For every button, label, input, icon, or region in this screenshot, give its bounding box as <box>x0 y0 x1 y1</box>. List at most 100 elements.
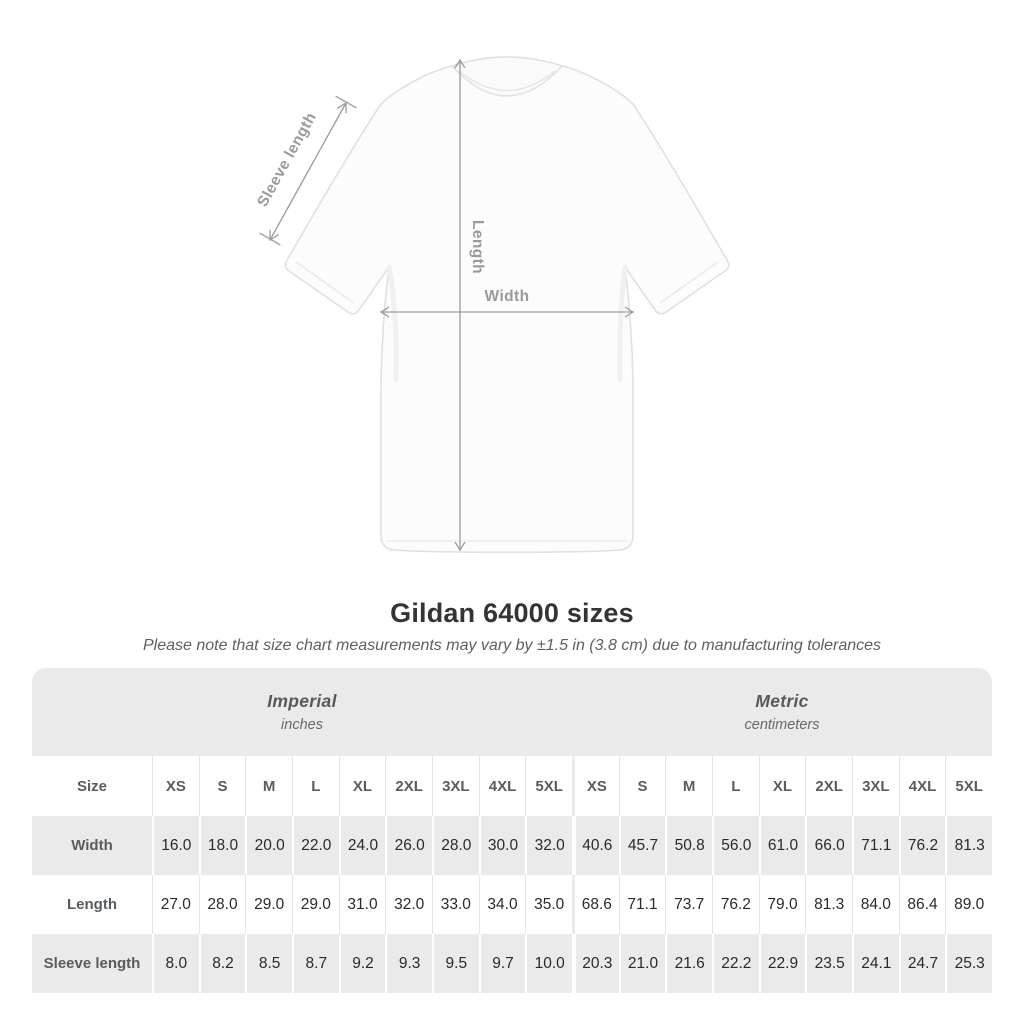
size-header-imp-xl: XL <box>338 756 386 816</box>
size-header-met-l: L <box>712 756 759 816</box>
length-imp-cell: 28.0 <box>198 875 246 934</box>
length-met-cell: 79.0 <box>758 875 806 934</box>
sleeve-met-cell: 21.0 <box>618 934 666 993</box>
size-header-imp-2xl: 2XL <box>385 756 432 816</box>
sleeve-met-cell: 25.3 <box>945 934 992 993</box>
title-block: Gildan 64000 sizes Please note that size… <box>0 598 1024 655</box>
sleeve-met-cell: 24.7 <box>898 934 946 993</box>
width-met-cell: 56.0 <box>712 816 759 875</box>
tolerance-note: Please note that size chart measurements… <box>142 637 882 654</box>
sleeve-imp-cell: 8.7 <box>292 934 339 993</box>
length-imp-cell: 34.0 <box>478 875 526 934</box>
right-cuff-seam <box>659 261 719 304</box>
width-met-cell: 50.8 <box>665 816 712 875</box>
sleeve-imp-cell: 8.5 <box>245 934 292 993</box>
width-imp-cell: 32.0 <box>525 816 572 875</box>
length-met-cell: 71.1 <box>618 875 666 934</box>
length-label: Length <box>469 220 486 274</box>
length-dimension-arrow <box>454 58 466 552</box>
length-met-cell: 76.2 <box>712 875 759 934</box>
width-imp-cell: 26.0 <box>385 816 432 875</box>
length-imp-cell: 29.0 <box>292 875 339 934</box>
width-imp-cell: 24.0 <box>338 816 386 875</box>
size-header-imp-m: M <box>245 756 292 816</box>
metric-label: Metric <box>755 691 809 711</box>
tshirt-measurement-diagram: Sleeve length Length Width <box>254 56 730 554</box>
collar-band <box>450 56 564 97</box>
size-header-imp-l: L <box>292 756 339 816</box>
measurement-annotations <box>259 58 635 552</box>
sleeve-imp-cell: 9.7 <box>478 934 526 993</box>
size-header-met-2xl: 2XL <box>805 756 852 816</box>
width-imp-cell: 28.0 <box>432 816 479 875</box>
metric-unit: centimeters <box>744 717 820 733</box>
length-imp-cell: 33.0 <box>432 875 479 934</box>
sleeve-imp-cell: 9.2 <box>338 934 386 993</box>
width-row: Width 16.0 18.0 20.0 22.0 24.0 26.0 28.0… <box>32 816 992 875</box>
width-met-cell: 81.3 <box>945 816 992 875</box>
sleeve-met-cell: 21.6 <box>665 934 712 993</box>
size-header-met-s: S <box>618 756 666 816</box>
width-imp-cell: 22.0 <box>292 816 339 875</box>
width-met-cell: 66.0 <box>805 816 852 875</box>
size-header-imp-3xl: 3XL <box>432 756 479 816</box>
width-met-cell: 76.2 <box>898 816 946 875</box>
tshirt-illustration <box>284 56 730 554</box>
length-met-cell: 84.0 <box>852 875 899 934</box>
size-header-row: Size XS S M L XL 2XL 3XL 4XL 5XL XS S M … <box>32 756 992 816</box>
sleeve-length-row: Sleeve length 8.0 8.2 8.5 8.7 9.2 9.3 9.… <box>32 934 992 993</box>
sleeve-length-label: Sleeve length <box>254 110 320 210</box>
imperial-header: Imperial inches <box>32 668 572 756</box>
sleeve-met-cell: 22.2 <box>712 934 759 993</box>
width-imp-cell: 18.0 <box>198 816 246 875</box>
size-header-met-m: M <box>665 756 712 816</box>
sleeve-met-cell: 24.1 <box>852 934 899 993</box>
sleeve-dimension-arrow <box>259 95 357 246</box>
width-imp-cell: 16.0 <box>152 816 199 875</box>
sleeve-met-cell: 20.3 <box>572 934 619 993</box>
unit-header-band: Imperial inches Metric centimeters <box>32 668 992 756</box>
length-imp-cell: 31.0 <box>338 875 386 934</box>
sleeve-imp-cell: 9.5 <box>432 934 479 993</box>
length-row-label: Length <box>67 896 117 913</box>
imperial-unit: inches <box>281 717 323 733</box>
length-met-cell: 81.3 <box>805 875 852 934</box>
size-header-met-xs: XS <box>572 756 619 816</box>
width-dimension-arrow <box>379 306 635 318</box>
length-row: Length 27.0 28.0 29.0 29.0 31.0 32.0 33.… <box>32 875 992 934</box>
width-row-label: Width <box>71 837 113 854</box>
sleeve-imp-cell: 9.3 <box>385 934 432 993</box>
width-met-cell: 71.1 <box>852 816 899 875</box>
imperial-label: Imperial <box>267 691 337 711</box>
length-imp-cell: 27.0 <box>152 875 199 934</box>
length-imp-cell: 32.0 <box>385 875 432 934</box>
metric-header: Metric centimeters <box>572 668 992 756</box>
size-header-imp-4xl: 4XL <box>478 756 526 816</box>
size-header-met-xl: XL <box>758 756 806 816</box>
sleeve-met-cell: 23.5 <box>805 934 852 993</box>
width-met-cell: 45.7 <box>618 816 666 875</box>
sleeve-imp-cell: 8.2 <box>198 934 246 993</box>
sleeve-imp-cell: 10.0 <box>525 934 572 993</box>
sleeve-row-label: Sleeve length <box>43 955 141 972</box>
width-imp-cell: 20.0 <box>245 816 292 875</box>
collar-inner-seam <box>458 70 556 91</box>
size-header-met-3xl: 3XL <box>852 756 899 816</box>
left-shade <box>386 264 399 383</box>
width-imp-cell: 30.0 <box>478 816 526 875</box>
length-imp-cell: 29.0 <box>245 875 292 934</box>
sleeve-imp-cell: 8.0 <box>152 934 199 993</box>
width-met-cell: 40.6 <box>572 816 619 875</box>
size-header-met-4xl: 4XL <box>898 756 946 816</box>
size-header-met-5xl: 5XL <box>945 756 992 816</box>
size-table: Imperial inches Metric centimeters Size … <box>32 668 992 993</box>
width-met-cell: 61.0 <box>758 816 806 875</box>
length-imp-cell: 35.0 <box>525 875 572 934</box>
length-met-cell: 73.7 <box>665 875 712 934</box>
page-title: Gildan 64000 sizes <box>390 598 634 628</box>
size-header-imp-5xl: 5XL <box>525 756 572 816</box>
size-column-header: Size <box>76 777 107 795</box>
left-cuff-seam <box>295 261 355 304</box>
right-shade <box>617 264 628 383</box>
